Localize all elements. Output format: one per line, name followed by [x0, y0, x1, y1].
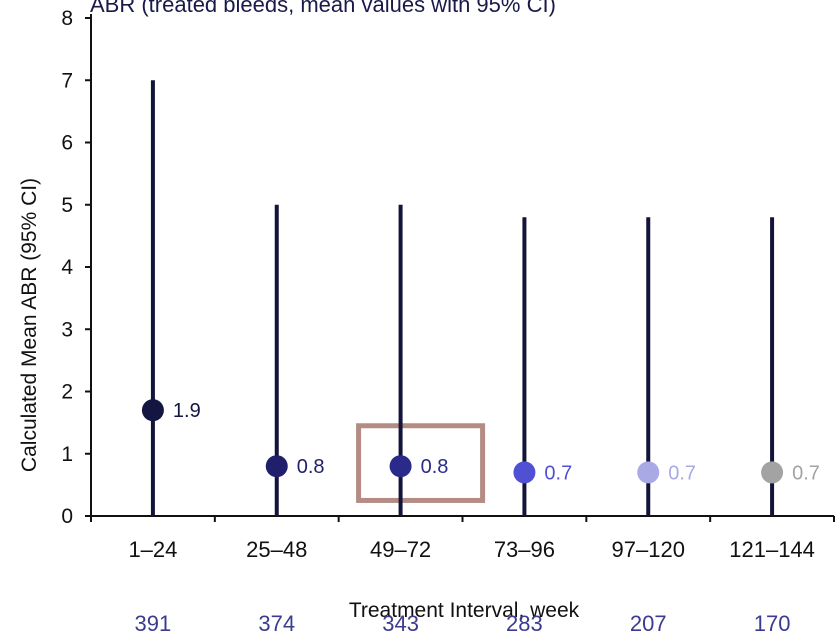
x-tick-label: 49–72 [370, 537, 431, 562]
mean-point [265, 455, 288, 478]
y-tick-label: 1 [61, 443, 73, 466]
chart-title: ABR (treated bleeds, mean values with 95… [90, 0, 556, 17]
y-tick-label: 6 [61, 132, 73, 155]
data-label: 0.8 [297, 456, 325, 478]
x-tick-label: 1–24 [128, 537, 177, 562]
x-tick-label: 97–120 [612, 537, 685, 562]
patient-count-label: 207 [630, 611, 667, 636]
x-axis-label: Treatment Interval, week [349, 599, 580, 622]
patient-count-label: 391 [135, 611, 172, 636]
patient-count-label: 343 [382, 611, 419, 636]
patient-count-label: 283 [506, 611, 543, 636]
highlight-box [356, 423, 486, 503]
x-tick-label: 25–48 [246, 537, 307, 562]
data-label: 1.9 [173, 400, 201, 422]
data-label: 0.7 [792, 462, 820, 484]
y-tick-label: 5 [61, 194, 73, 217]
patient-count-label: 374 [258, 611, 295, 636]
data-label: 0.8 [421, 456, 449, 478]
mean-point [141, 399, 164, 422]
data-label: 0.7 [668, 462, 696, 484]
data-label: 0.7 [544, 462, 572, 484]
y-tick-label: 4 [61, 256, 73, 279]
y-tick-label: 0 [61, 505, 73, 528]
patient-count-label: 170 [754, 611, 791, 636]
mean-point [637, 461, 660, 484]
x-tick-label: 121–144 [729, 537, 815, 562]
mean-point [761, 461, 784, 484]
y-tick-label: 3 [61, 318, 73, 341]
x-tick-label: 73–96 [494, 537, 555, 562]
mean-point [389, 455, 412, 478]
mean-point [513, 461, 536, 484]
y-tick-label: 7 [61, 69, 73, 92]
y-tick-label: 8 [61, 7, 73, 30]
y-axis-label: Calculated Mean ABR (95% CI) [18, 178, 41, 472]
y-tick-label: 2 [61, 381, 73, 404]
